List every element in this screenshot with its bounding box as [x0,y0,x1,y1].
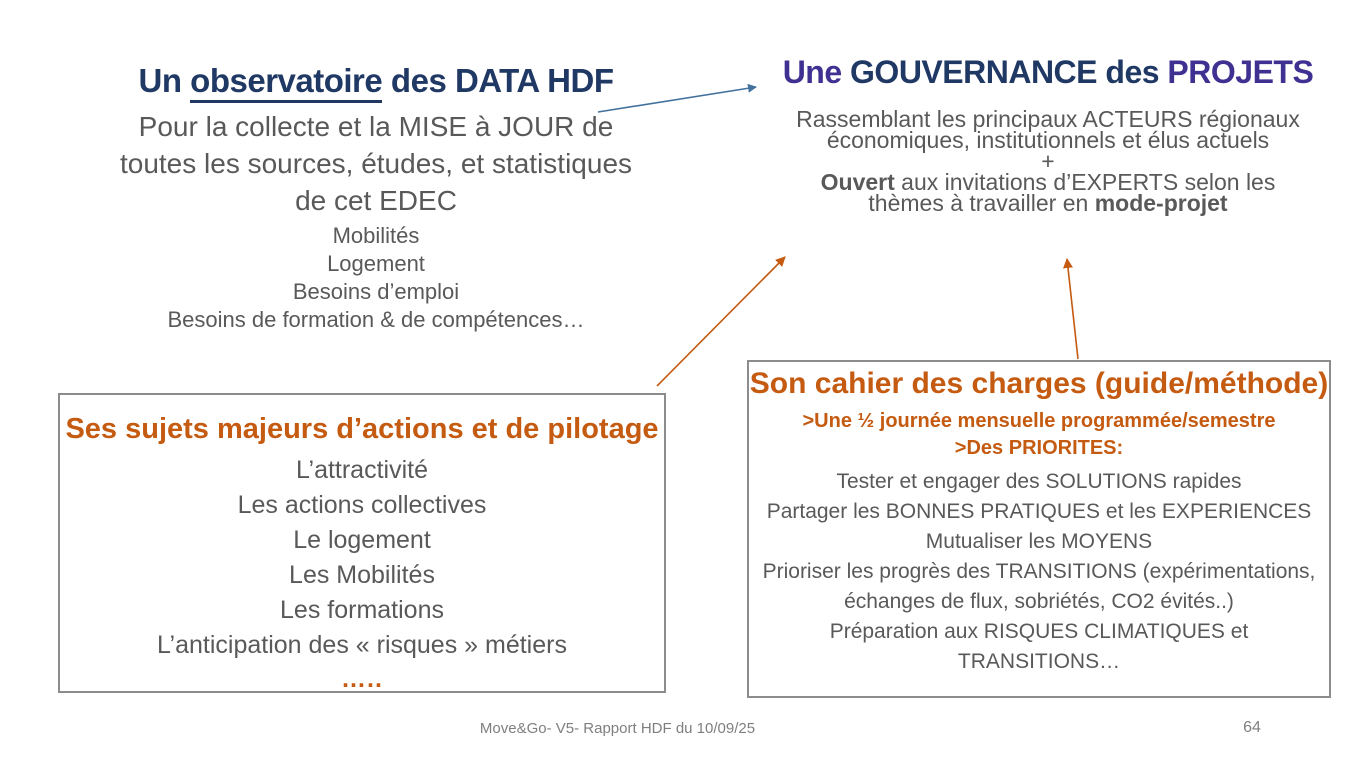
governance-body-line: Ouvert aux invitations d’EXPERTS selon l… [748,169,1348,195]
observatory-item: Besoins d’emploi [292,279,460,304]
governance-body-line: thèmes à travailler en mode-projet [748,190,1348,216]
topics-item: Les Mobilités [289,561,435,589]
governance-plus: + [1041,148,1055,174]
governance-title-gouvernance: GOUVERNANCE [850,54,1106,90]
topics-title: Ses sujets majeurs d’actions et de pilot… [65,413,659,445]
charter-item-list: Tester et engager des SOLUTIONS rapides … [749,467,1329,677]
charter-title: Son cahier des charges (guide/méthode) [749,367,1329,401]
charter-item: Tester et engager des SOLUTIONS rapides [836,470,1242,493]
topics-item-list: L’attractivité Les actions collectives L… [60,453,664,696]
arrow-charter-to-governance [1063,258,1079,360]
observatory-body-line: Pour la collecte et la MISE à JOUR de [138,111,614,142]
charter-item: Mutualiser les MOYENS [925,530,1153,553]
governance-ouvert-bold: Ouvert [820,169,895,195]
charter-box: Son cahier des charges (guide/méthode) >… [747,360,1331,698]
topics-item: L’anticipation des « risques » métiers [157,631,567,659]
governance-body-line: économiques, institutionnels et élus act… [826,127,1270,153]
charter-title-bold: Son cahier des charges [749,367,1087,400]
topics-box: Ses sujets majeurs d’actions et de pilot… [58,393,666,693]
governance-body: Rassemblant les principaux ACTEURS régio… [748,106,1348,216]
charter-title-regular: (guide/méthode) [1086,367,1329,400]
observatory-section: Un observatoire des DATA HDF Pour la col… [40,62,712,334]
topics-ellipsis: ….. [341,665,383,693]
page-number: 64 [1243,719,1261,736]
charter-orange-line: >Des PRIORITES: [954,437,1124,459]
governance-ouvert-rest: aux invitations d’EXPERTS selon les [894,169,1276,195]
charter-orange-line: >Une ½ journée mensuelle programmée/seme… [802,410,1276,432]
topics-item: L’attractivité [295,456,428,484]
footer-text: Move&Go- V5- Rapport HDF du 10/09/25 [479,720,756,737]
observatory-title-post: des DATA HDF [382,62,614,99]
topics-item: Les actions collectives [237,491,487,519]
governance-body-line: Rassemblant les principaux ACTEURS régio… [796,106,1300,132]
governance-title-une: Une [782,54,851,90]
observatory-title-underlined: observatoire [190,62,383,103]
governance-themes-pre: thèmes à travailler en [868,190,1095,216]
governance-title-des: des [1105,54,1168,90]
observatory-title-pre: Un [138,62,191,99]
governance-section: Une GOUVERNANCE des PROJETS Rassemblant … [748,54,1348,216]
charter-item: Prioriser les progrès des TRANSITIONS (e… [762,560,1316,583]
observatory-body: Pour la collecte et la MISE à JOUR de to… [40,108,712,219]
charter-item: Partager les BONNES PRATIQUES et les EXP… [766,500,1312,523]
charter-item: Préparation aux RISQUES CLIMATIQUES et T… [829,620,1249,673]
observatory-item: Besoins de formation & de compétences… [167,307,585,332]
topics-item: Le logement [293,526,431,554]
topics-item: Les formations [280,596,444,624]
observatory-item: Mobilités [332,223,420,248]
observatory-body-line: de cet EDEC [295,185,457,216]
observatory-item: Logement [327,251,425,276]
observatory-body-line: toutes les sources, études, et statistiq… [119,148,633,179]
charter-item: échanges de flux, sobriétés, CO2 évités.… [844,590,1234,613]
governance-mode-projet-bold: mode-projet [1094,190,1228,216]
governance-title: Une GOUVERNANCE des PROJETS [748,54,1348,91]
observatory-item-list: Mobilités Logement Besoins d’emploi Beso… [40,222,712,334]
governance-title-projets: PROJETS [1167,54,1314,90]
observatory-title: Un observatoire des DATA HDF [40,62,712,103]
